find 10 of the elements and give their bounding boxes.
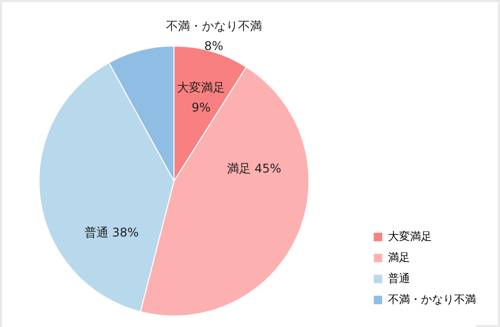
legend-label: 不満・かなり不満 bbox=[388, 293, 476, 306]
legend-label: 普通 bbox=[388, 272, 410, 285]
slice-label: 大変満足 bbox=[177, 80, 226, 95]
data-label: 9% bbox=[192, 100, 211, 115]
legend-label: 満足 bbox=[388, 251, 410, 264]
legend-label: 大変満足 bbox=[388, 230, 432, 243]
data-label: 8% bbox=[204, 39, 224, 54]
category-label: 満足 45% bbox=[226, 161, 282, 176]
category-label: 普通 38% bbox=[84, 226, 139, 240]
slice-label: 不満・かなり不満 bbox=[166, 19, 262, 34]
